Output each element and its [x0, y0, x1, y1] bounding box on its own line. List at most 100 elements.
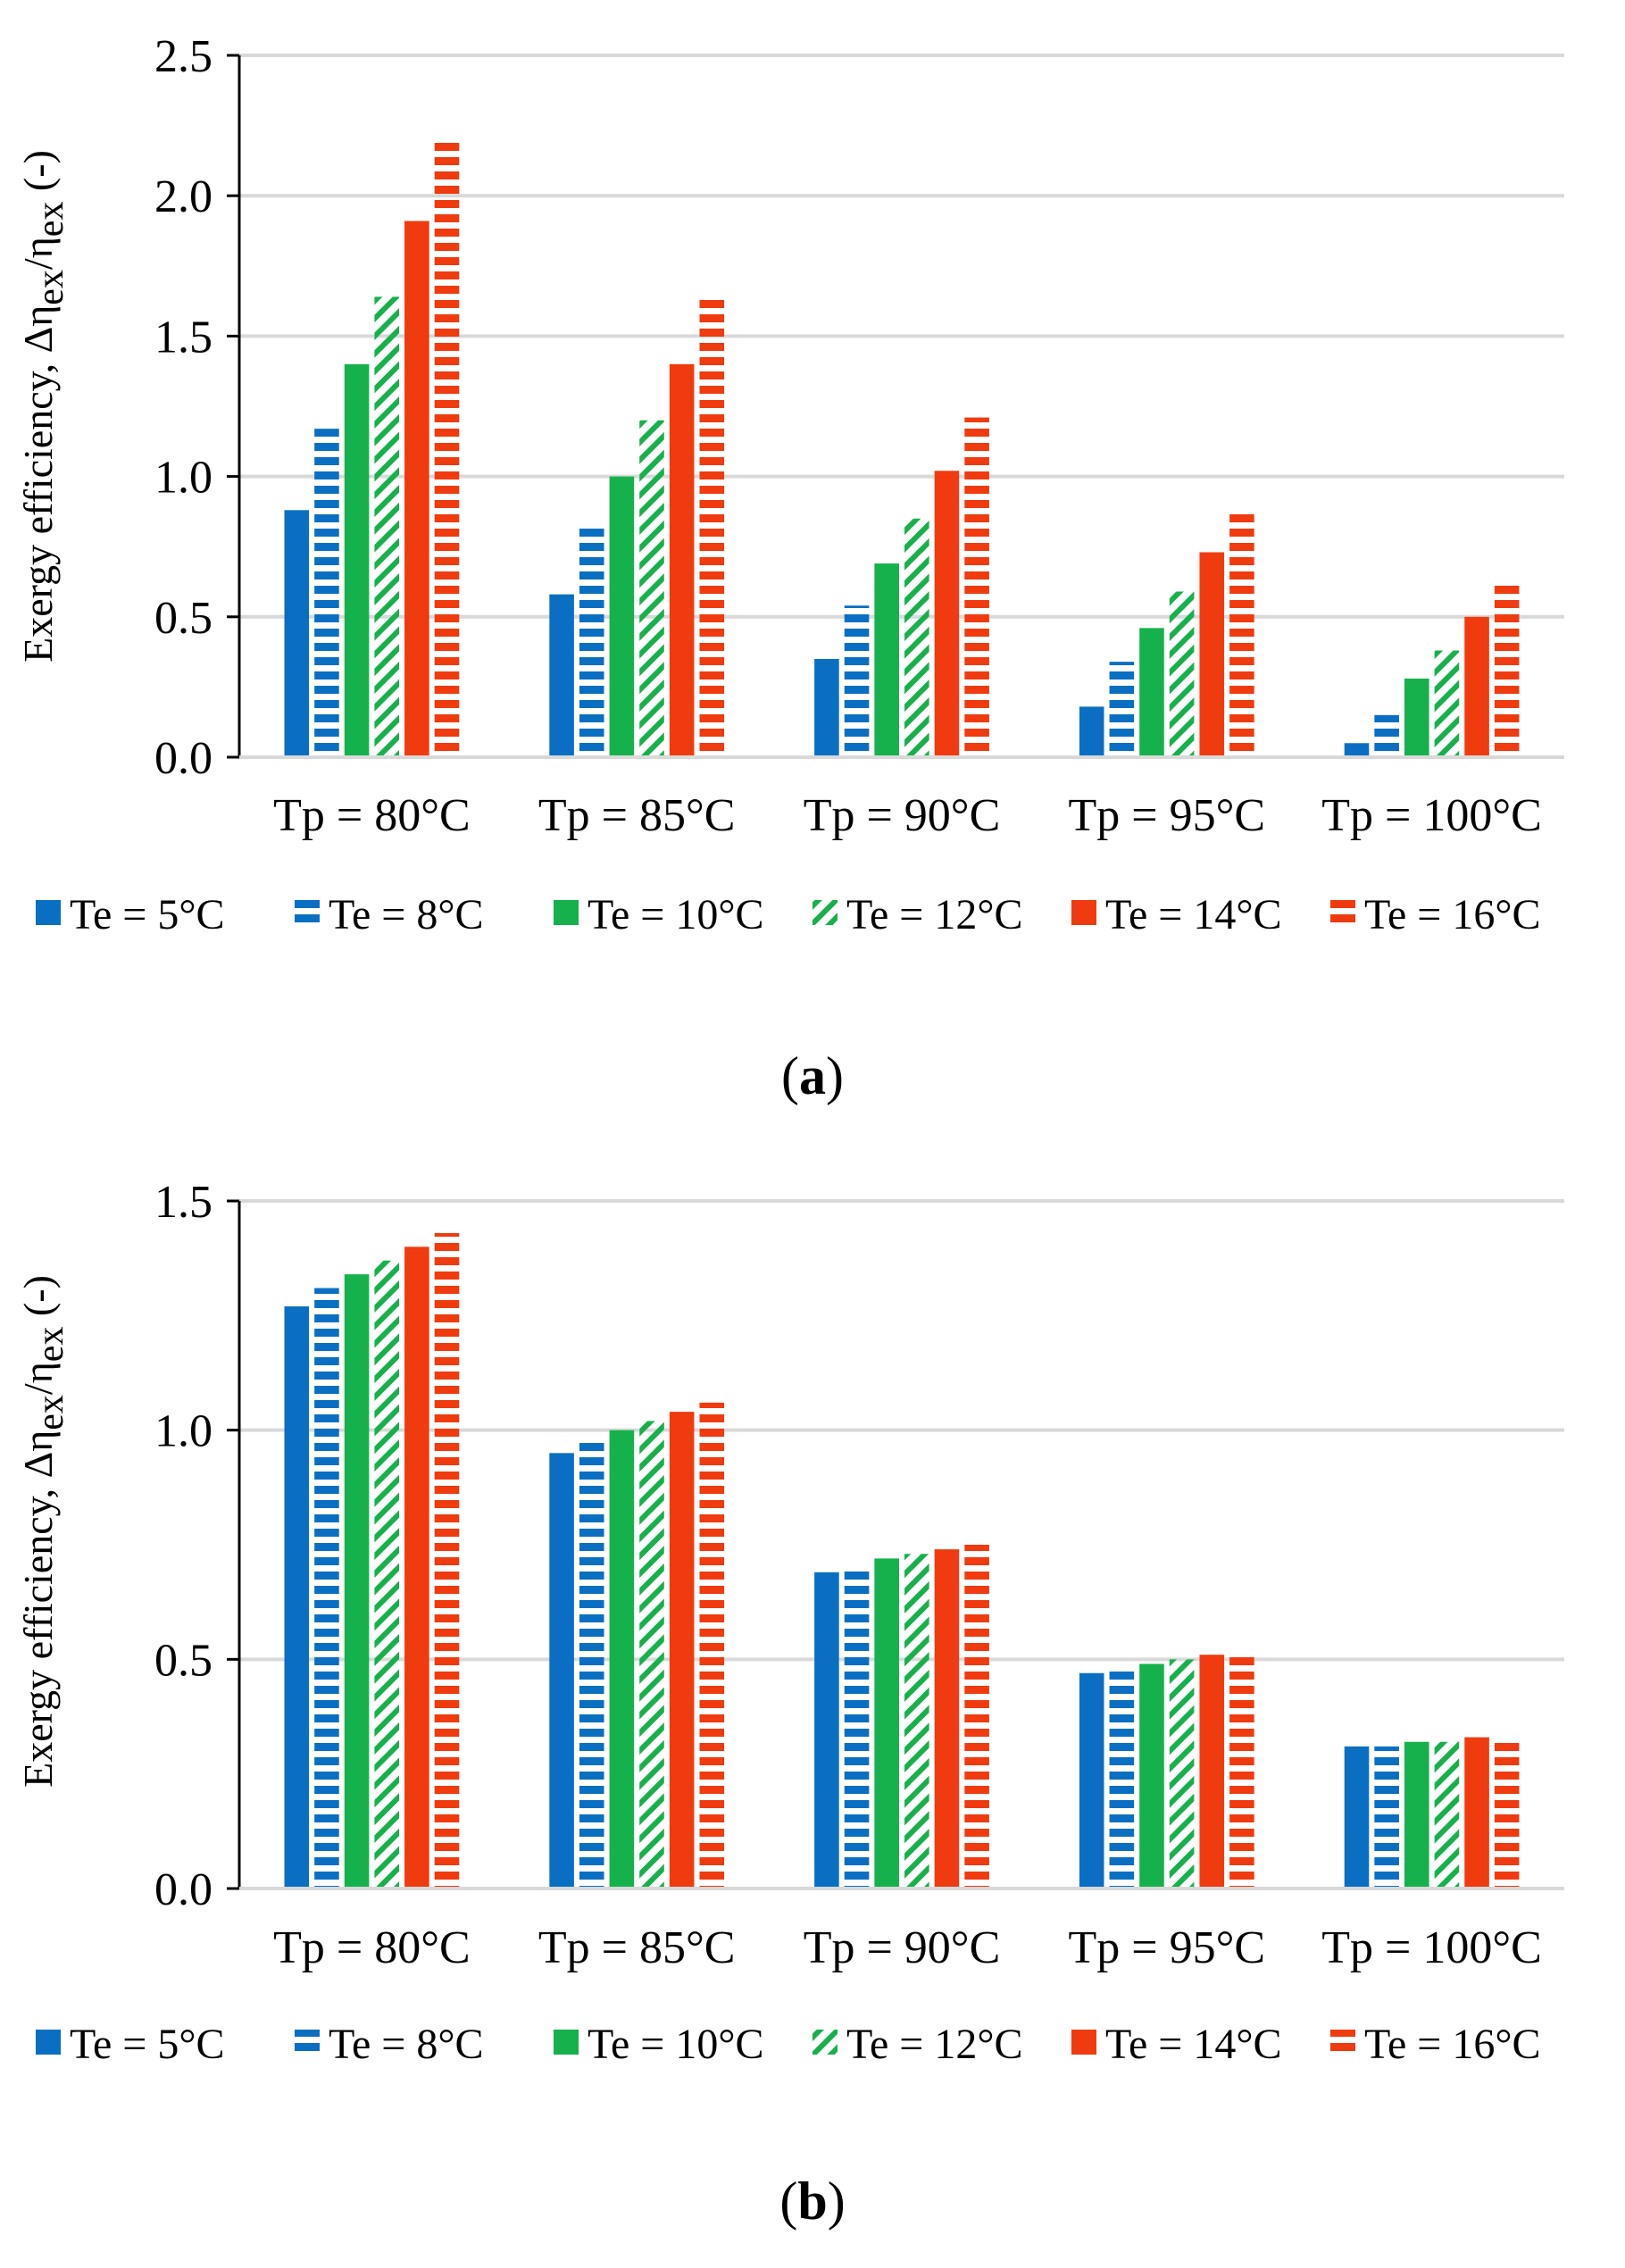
legend-label: Te = 12°C	[846, 2021, 1023, 2068]
chart-b-y-tick-label: 0.0	[154, 1864, 212, 1915]
bar-b-te-5-c-tp-90-c	[814, 1572, 839, 1889]
bar-b-te-14-c-tp-85-c	[669, 1412, 695, 1889]
bar-b-te-14-c-tp-95-c	[1199, 1655, 1225, 1889]
bar-b-te-5-c-tp-85-c	[549, 1453, 574, 1889]
bar-a-te-14-c-tp-90-c	[934, 471, 960, 757]
legend-swatch	[812, 900, 838, 925]
chart-a-x-tick-label: Tp = 90°C	[804, 790, 1001, 841]
bar-a-te-5-c-tp-95-c	[1079, 706, 1104, 757]
bar-b-te-16-c-tp-100-c	[1494, 1737, 1520, 1889]
bar-b-te-5-c-tp-80-c	[284, 1306, 310, 1889]
chart-b-legend: Te = 5°C Te = 8°C Te = 10°C Te = 12°C Te = 1…	[36, 2021, 1541, 2068]
chart-a-x-tick-label: Tp = 95°C	[1069, 790, 1266, 841]
bar-b-te-8-c-tp-85-c	[579, 1438, 604, 1889]
bar-b-te-14-c-tp-90-c	[934, 1549, 960, 1889]
legend-label: Te = 10°C	[588, 2021, 764, 2068]
legend-item-a-te-8-c: Te = 8°C	[295, 891, 484, 938]
bar-a-te-5-c-tp-80-c	[284, 510, 310, 757]
chart-a-legend: Te = 5°C Te = 8°C Te = 10°C Te = 12°C Te = 1…	[36, 891, 1541, 938]
bar-a-te-16-c-tp-80-c	[434, 142, 460, 758]
legend-item-b-te-14-c: Te = 14°C	[1071, 2021, 1282, 2068]
bar-a-te-12-c-tp-100-c	[1434, 650, 1460, 757]
legend-swatch	[812, 2030, 838, 2055]
bar-b-te-12-c-tp-95-c	[1169, 1659, 1195, 1889]
chart-a-bars	[284, 142, 1520, 758]
legend-swatch	[1071, 900, 1096, 925]
legend-item-a-te-12-c: Te = 12°C	[812, 891, 1023, 938]
legend-label: Te = 8°C	[329, 2021, 484, 2068]
chart-a-y-tick-label: 0.0	[154, 733, 212, 784]
legend-item-b-te-5-c: Te = 5°C	[36, 2021, 225, 2068]
bar-a-te-12-c-tp-90-c	[904, 518, 929, 757]
legend-item-a-te-5-c: Te = 5°C	[36, 891, 225, 938]
chart-a-x-tick-labels: Tp = 80°C Tp = 85°C Tp = 90°C Tp = 95°C Tp =…	[273, 790, 1542, 841]
chart-b-gridlines	[239, 1199, 1564, 1662]
chart-b-y-tick-label: 0.5	[154, 1635, 212, 1686]
legend-item-a-te-14-c: Te = 14°C	[1071, 891, 1282, 938]
bar-b-te-10-c-tp-80-c	[344, 1274, 370, 1889]
legend-swatch	[36, 900, 61, 925]
bar-a-te-5-c-tp-85-c	[549, 594, 574, 757]
chart-b-y-tick-label: 1.0	[154, 1406, 212, 1457]
chart-b-axes	[227, 1199, 1564, 1890]
chart-b-y-tick-label: 1.5	[154, 1177, 212, 1228]
bar-b-te-12-c-tp-85-c	[639, 1421, 664, 1889]
bar-a-te-8-c-tp-85-c	[579, 527, 604, 757]
legend-label: Te = 14°C	[1105, 2021, 1282, 2068]
bar-a-te-14-c-tp-100-c	[1464, 616, 1489, 757]
legend-item-a-te-10-c: Te = 10°C	[554, 891, 764, 938]
legend-swatch	[554, 900, 579, 925]
bar-a-te-16-c-tp-100-c	[1494, 583, 1520, 757]
legend-label: Te = 5°C	[70, 2021, 225, 2068]
legend-label: Te = 14°C	[1105, 891, 1282, 938]
chart-a: 0.00.51.01.52.02.5 Tp = 80°C Tp = 85°C Tp …	[15, 31, 1564, 1105]
bar-b-te-10-c-tp-95-c	[1139, 1663, 1164, 1889]
bar-a-te-10-c-tp-95-c	[1139, 628, 1164, 757]
bar-b-te-10-c-tp-90-c	[874, 1558, 899, 1889]
chart-a-y-tick-label: 0.5	[154, 593, 212, 644]
chart-b-x-tick-label: Tp = 85°C	[538, 1922, 736, 1973]
bar-a-te-10-c-tp-85-c	[609, 476, 635, 757]
bar-a-te-12-c-tp-95-c	[1169, 591, 1195, 757]
bar-b-te-16-c-tp-90-c	[964, 1545, 989, 1889]
bar-a-te-10-c-tp-100-c	[1404, 678, 1429, 757]
bar-a-te-8-c-tp-100-c	[1374, 714, 1399, 757]
bar-b-te-16-c-tp-85-c	[699, 1402, 725, 1889]
bar-b-te-16-c-tp-95-c	[1229, 1655, 1254, 1889]
bar-b-te-14-c-tp-100-c	[1464, 1737, 1489, 1889]
bar-a-te-5-c-tp-100-c	[1344, 743, 1370, 757]
legend-swatch	[1330, 900, 1355, 925]
chart-a-y-tick-label: 2.0	[154, 171, 212, 222]
legend-item-b-te-8-c: Te = 8°C	[295, 2021, 484, 2068]
bar-a-te-16-c-tp-95-c	[1229, 510, 1254, 757]
chart-b-x-tick-label: Tp = 95°C	[1069, 1922, 1266, 1973]
legend-swatch	[1330, 2030, 1355, 2055]
bar-b-te-5-c-tp-95-c	[1079, 1672, 1104, 1889]
chart-b-y-tick-labels: 0.0 0.5 1.0 1.5	[154, 1177, 212, 1915]
legend-item-b-te-16-c: Te = 16°C	[1330, 2021, 1541, 2068]
bar-b-te-16-c-tp-80-c	[434, 1232, 460, 1889]
chart-b-bars	[284, 1232, 1520, 1889]
chart-a-axes	[227, 54, 1564, 759]
chart-b-x-tick-label: Tp = 90°C	[804, 1922, 1001, 1973]
bar-b-te-12-c-tp-90-c	[904, 1554, 929, 1889]
legend-item-a-te-16-c: Te = 16°C	[1330, 891, 1541, 938]
chart-b-panel-label: (b)	[779, 2172, 845, 2230]
bar-b-te-14-c-tp-80-c	[404, 1247, 429, 1889]
bar-b-te-5-c-tp-100-c	[1344, 1746, 1370, 1889]
bar-b-te-8-c-tp-95-c	[1109, 1668, 1135, 1889]
legend-label: Te = 16°C	[1364, 2021, 1541, 2068]
bar-b-te-8-c-tp-100-c	[1374, 1746, 1399, 1889]
bar-a-te-14-c-tp-85-c	[669, 363, 695, 757]
chart-a-x-tick-label: Tp = 85°C	[538, 790, 736, 841]
chart-b-x-tick-label: Tp = 100°C	[1321, 1922, 1542, 1973]
bar-a-te-12-c-tp-85-c	[639, 420, 664, 757]
legend-label: Te = 12°C	[846, 891, 1023, 938]
chart-a-x-tick-label: Tp = 80°C	[273, 790, 471, 841]
legend-label: Te = 5°C	[70, 891, 225, 938]
legend-item-b-te-10-c: Te = 10°C	[554, 2021, 764, 2068]
bar-a-te-14-c-tp-80-c	[404, 221, 429, 758]
bar-a-te-14-c-tp-95-c	[1199, 552, 1225, 757]
chart-a-x-tick-label: Tp = 100°C	[1321, 790, 1542, 841]
